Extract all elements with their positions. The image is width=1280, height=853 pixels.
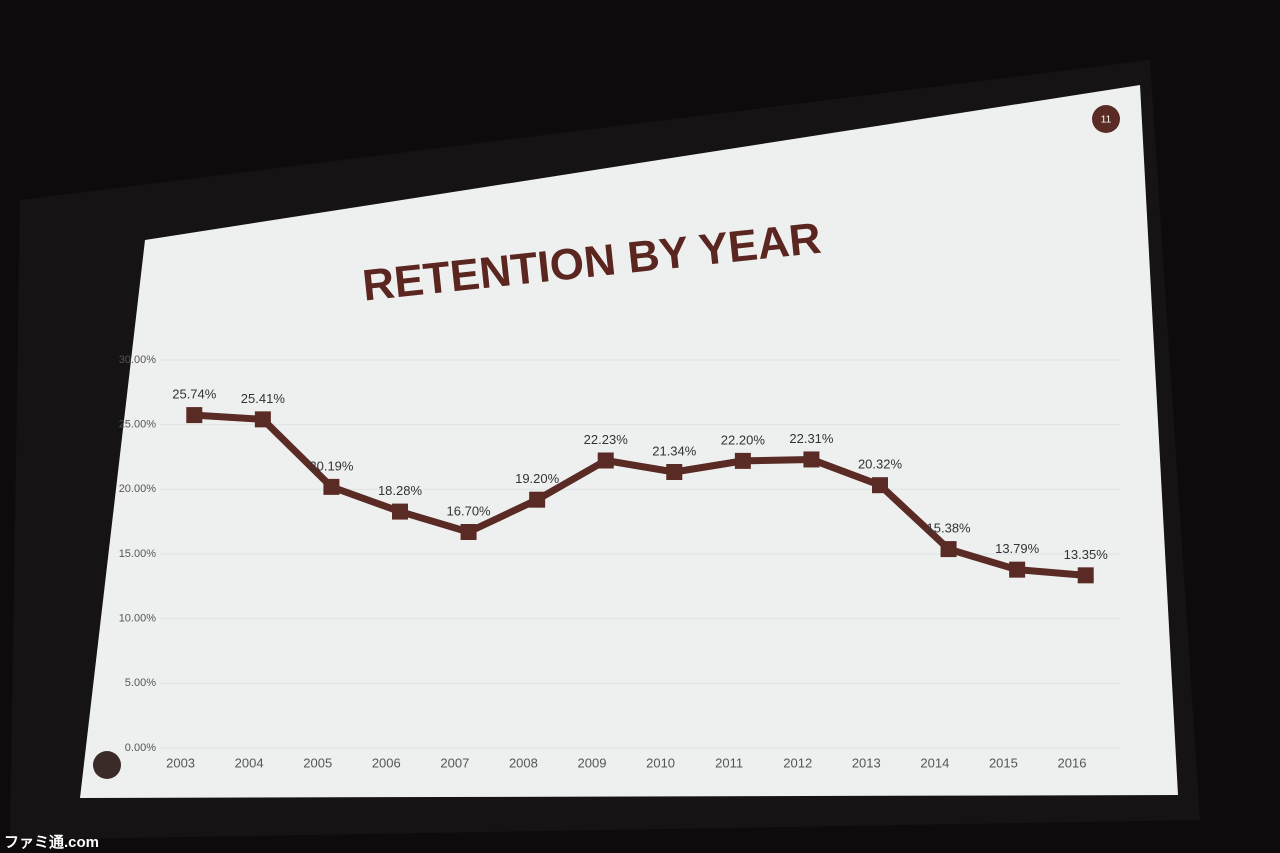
x-tick-label: 2012 [783,755,812,770]
data-label: 20.32% [858,457,903,472]
data-label: 20.19% [309,458,354,473]
y-tick-label: 5.00% [125,677,156,689]
line [194,411,1087,579]
data-label: 15.38% [927,521,972,536]
marker [1077,567,1094,584]
marker [666,464,683,481]
marker [254,411,271,428]
marker [392,503,408,520]
y-tick-label: 30.00% [119,354,157,366]
x-tick-label: 2005 [303,755,332,770]
y-tick-label: 15.00% [119,548,157,560]
data-label: 25.74% [172,387,217,402]
y-tick-label: 10.00% [119,613,157,625]
page-number: 11 [1101,115,1112,126]
x-tick-label: 2011 [715,755,743,770]
x-tick-label: 2013 [852,755,881,770]
marker [323,478,340,495]
x-tick-label: 2014 [920,755,949,770]
x-tick-label: 2004 [235,755,264,770]
x-tick-label: 2010 [646,755,675,770]
y-tick-label: 25.00% [119,419,157,431]
x-tick-label: 2008 [509,755,538,770]
data-label: 13.79% [995,541,1040,556]
watermark: ファミ通.com [4,834,99,851]
data-label: 19.20% [515,471,560,486]
data-label: 22.20% [721,432,766,447]
data-label: 21.34% [652,443,697,458]
x-tick-label: 2007 [440,755,469,770]
data-label: 22.31% [789,431,834,446]
x-tick-label: 2006 [372,755,401,770]
plot: 0.00% 5.00% 10.00% 15.00% 20.00% 25.00% 30.00%… [119,354,1120,770]
data-label: 25.41% [241,391,286,406]
marker [1009,561,1026,578]
marker [597,452,614,469]
logo [93,751,121,779]
marker [529,491,546,508]
marker [186,407,203,424]
data-label: 18.28% [378,483,423,498]
marker [803,451,820,468]
marker [460,524,477,541]
data-label: 22.23% [584,432,629,447]
marker [734,452,751,469]
slide [80,85,1178,798]
data-label: 13.35% [1064,547,1109,562]
x-tick-label: 2003 [166,755,195,770]
y-tick-label: 0.00% [125,742,156,754]
page-badge [1092,105,1120,133]
x-tick-label: 2016 [1058,755,1087,770]
x-tick-label: 2015 [989,755,1018,770]
marker [940,541,957,558]
y-tick-label: 20.00% [119,483,157,495]
data-label: 16.70% [447,503,492,518]
marker [872,477,888,494]
x-tick-label: 2009 [578,755,607,770]
